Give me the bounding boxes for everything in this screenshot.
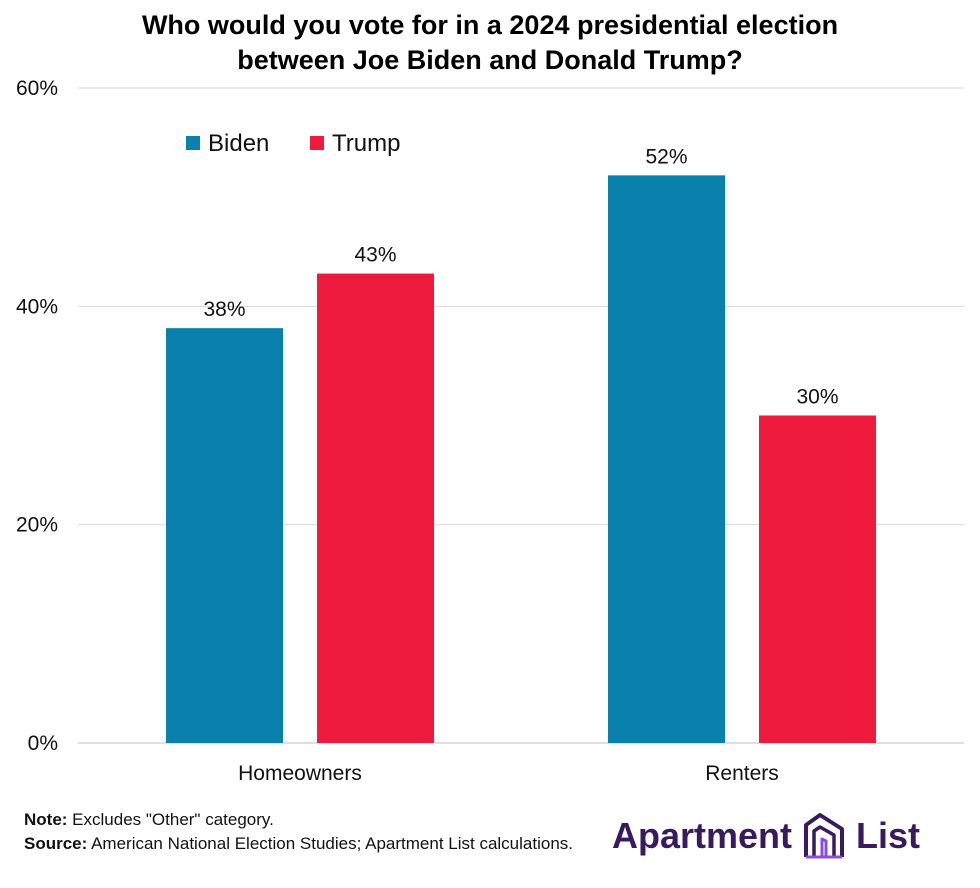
- legend-label-biden: Biden: [208, 130, 269, 157]
- bar-trump-renters: [759, 415, 876, 743]
- bar-trump-homeowners: [317, 273, 434, 743]
- bar-biden-renters: [608, 175, 725, 744]
- y-tick-label: 40%: [16, 295, 58, 318]
- data-label: 38%: [203, 298, 245, 321]
- logo-text-list: List: [856, 815, 921, 856]
- logo-text-apartment: Apartment: [612, 815, 793, 856]
- chart-title: Who would you vote for in a 2024 preside…: [0, 8, 980, 78]
- building-icon: [804, 813, 845, 859]
- chart-title-line-1: Who would you vote for in a 2024 preside…: [141, 10, 839, 40]
- apartment-list-logo: Apartment List: [612, 806, 920, 866]
- note-line: Note: Excludes "Other" category.: [24, 808, 584, 832]
- chart-footer: Note: Excludes "Other" category. Source:…: [24, 808, 584, 856]
- source-label: Source:: [24, 834, 88, 853]
- legend-label-trump: Trump: [332, 130, 400, 157]
- source-text: American National Election Studies; Apar…: [87, 834, 573, 853]
- y-tick-label: 20%: [16, 514, 58, 537]
- chart-title-line-2: between Joe Biden and Donald Trump?: [237, 45, 743, 75]
- data-label: 43%: [354, 244, 396, 267]
- data-label: 30%: [796, 386, 838, 409]
- note-label: Note:: [24, 810, 68, 829]
- data-label: 52%: [645, 145, 687, 168]
- x-tick-label: Homeowners: [238, 762, 362, 785]
- y-tick-label: 60%: [16, 77, 58, 100]
- y-tick-label: 0%: [28, 732, 58, 755]
- legend-swatch-biden: [186, 136, 200, 150]
- bar-biden-homeowners: [166, 328, 283, 743]
- bar-chart: 0% 20% 40% 60% 38% 43% Homeowners 52% 30% Renters…: [16, 77, 964, 785]
- x-tick-label: Renters: [705, 762, 779, 785]
- note-text: Excludes "Other" category.: [67, 810, 274, 829]
- source-line: Source: American National Election Studi…: [24, 832, 584, 856]
- legend-swatch-trump: [310, 136, 324, 150]
